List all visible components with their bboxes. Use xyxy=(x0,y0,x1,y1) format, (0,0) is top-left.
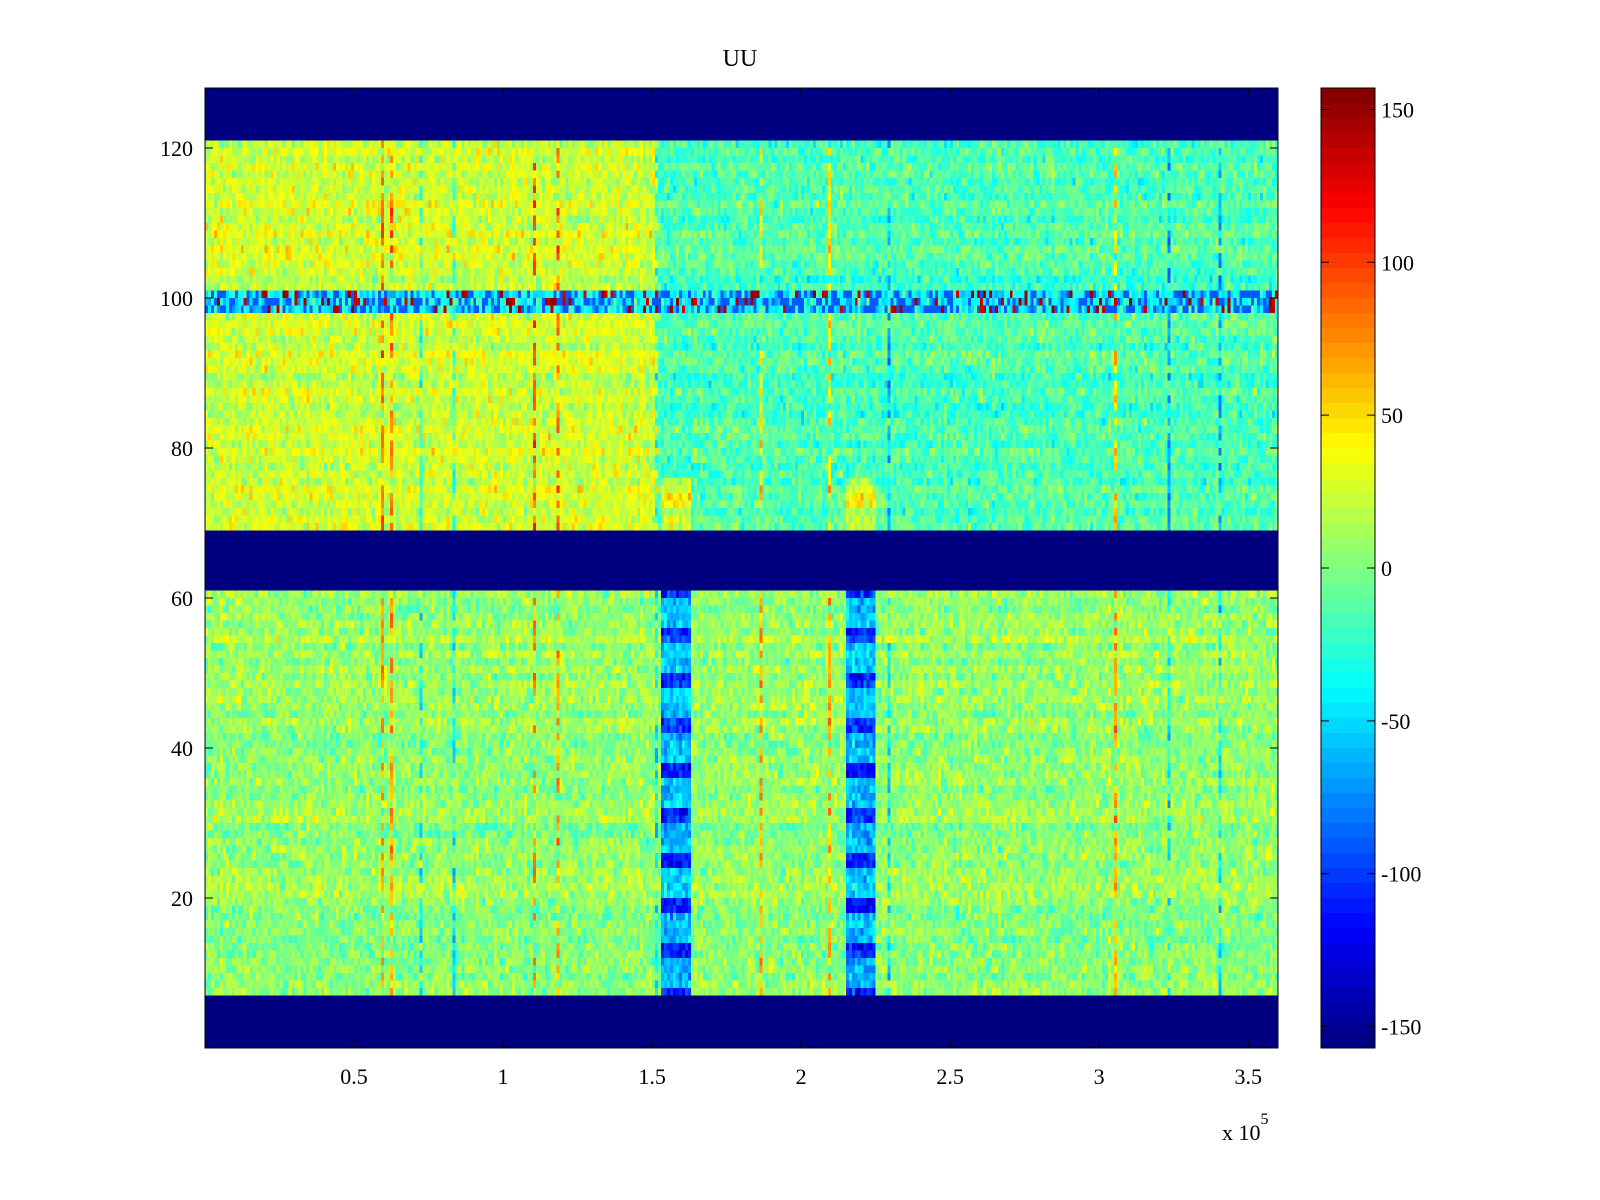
colorbar-axis: 150 100 50 0 -50 -100 -150 xyxy=(1321,97,1421,1040)
x-tick-label: 1 xyxy=(498,1064,509,1089)
colorbar-tick-label: 50 xyxy=(1381,403,1403,428)
y-tick-label: 80 xyxy=(171,436,193,461)
plot-frame xyxy=(204,87,1279,1049)
y-tick-label: 60 xyxy=(171,586,193,611)
colorbar-tick-label: 100 xyxy=(1381,250,1414,275)
x-tick-label: 0.5 xyxy=(340,1064,368,1089)
y-tick-label: 100 xyxy=(160,286,193,311)
y-axis: 20 40 60 80 100 120 xyxy=(160,136,1278,911)
heatmap-image xyxy=(205,88,1278,1048)
x-tick-label: 3.5 xyxy=(1234,1064,1262,1089)
colorbar-tick-label: -50 xyxy=(1381,709,1410,734)
colorbar-tick-label: 150 xyxy=(1381,97,1414,122)
colorbar xyxy=(1321,88,1375,1048)
y-tick-label: 120 xyxy=(160,136,193,161)
x-tick-label: 2.5 xyxy=(936,1064,964,1089)
x-axis-exponent: x 105 xyxy=(1222,1111,1269,1145)
y-tick-label: 20 xyxy=(171,886,193,911)
x-tick-label: 2 xyxy=(796,1064,807,1089)
colorbar-tick-label: -150 xyxy=(1381,1015,1421,1040)
colorbar-tick-label: -100 xyxy=(1381,862,1421,887)
chart-title: UU xyxy=(723,46,758,72)
x-tick-label: 1.5 xyxy=(638,1064,666,1089)
x-tick-label: 3 xyxy=(1094,1064,1105,1089)
colorbar-tick-label: 0 xyxy=(1381,556,1392,581)
x-axis: 0.5 1 1.5 2 2.5 3 3.5 xyxy=(340,88,1262,1089)
y-tick-label: 40 xyxy=(171,736,193,761)
